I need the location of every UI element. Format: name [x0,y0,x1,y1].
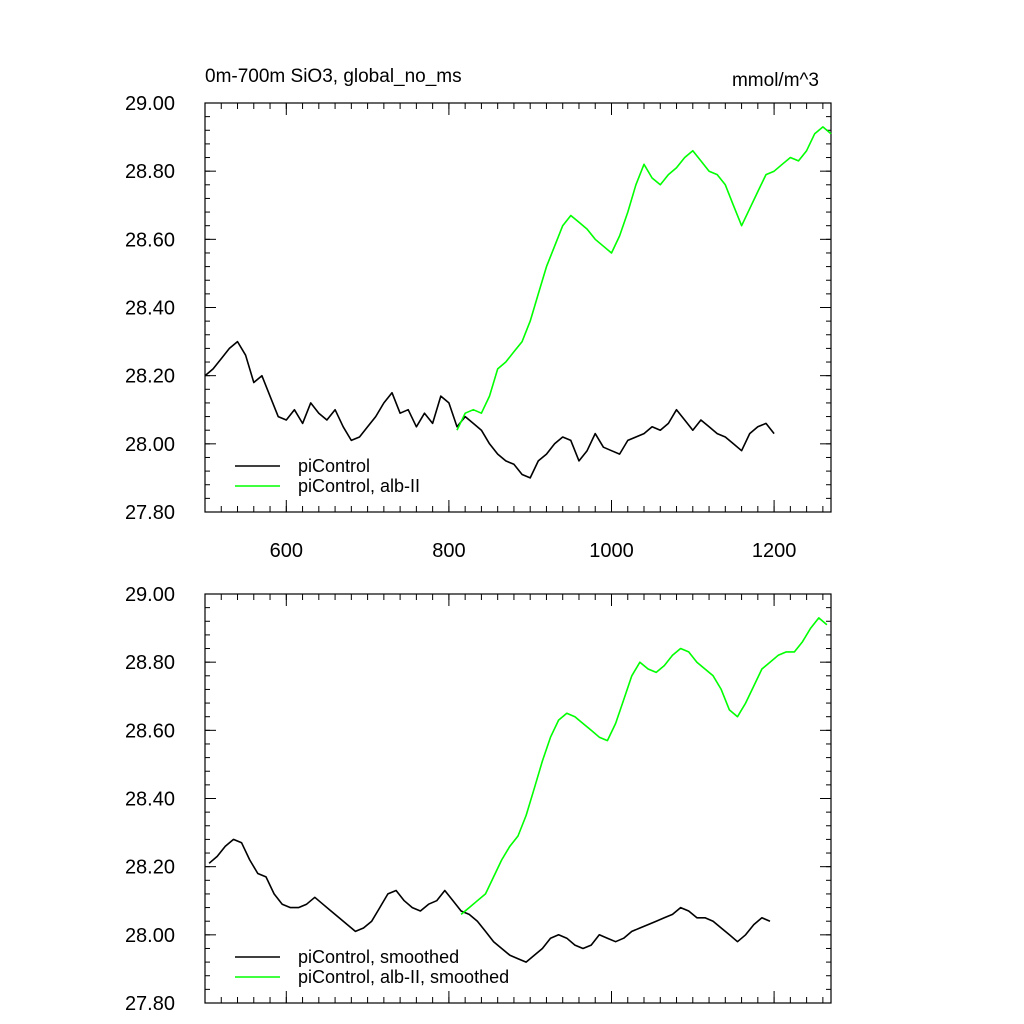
y-tick-label: 28.80 [125,161,175,183]
figure-title: 0m-700m SiO3, global_no_ms [205,66,462,87]
legend-label: piControl, smoothed [298,947,459,967]
y-tick-label: 29.00 [125,584,175,606]
y-tick-label: 28.40 [125,789,175,811]
x-tick-label: 800 [432,540,465,562]
y-tick-label: 27.80 [125,502,175,524]
y-tick-label: 28.20 [125,857,175,879]
x-tick-label: 1200 [752,540,797,562]
units-label: mmol/m^3 [732,70,819,91]
top-panel: 27.80 28.00 28.20 28.40 28.60 28.80 29.00 600 80… [125,93,832,562]
y-tick-label: 28.40 [125,298,175,320]
y-tick-label: 28.80 [125,652,175,674]
legend-label: piControl [298,456,370,476]
y-tick-label: 28.00 [125,925,175,947]
y-tick-label: 27.80 [125,993,175,1015]
x-tick-label: 600 [270,540,303,562]
y-tick-label: 28.60 [125,229,175,251]
bottom-panel: 27.80 28.00 28.20 28.40 28.60 28.80 29.00 piCon… [125,584,832,1015]
series-line-2 [460,617,828,916]
legend-label: piControl, alb-II, smoothed [298,967,509,987]
y-tick-label: 29.00 [125,93,175,115]
y-tick-label: 28.20 [125,366,175,388]
series-line-2 [456,126,832,431]
series-line-1 [208,838,771,963]
plot-frame [204,102,832,513]
legend-label: piControl, alb-II [298,476,420,496]
x-tick-label: 1000 [589,540,634,562]
y-tick-label: 28.60 [125,720,175,742]
series-line-1 [204,340,775,479]
y-tick-label: 28.00 [125,434,175,456]
